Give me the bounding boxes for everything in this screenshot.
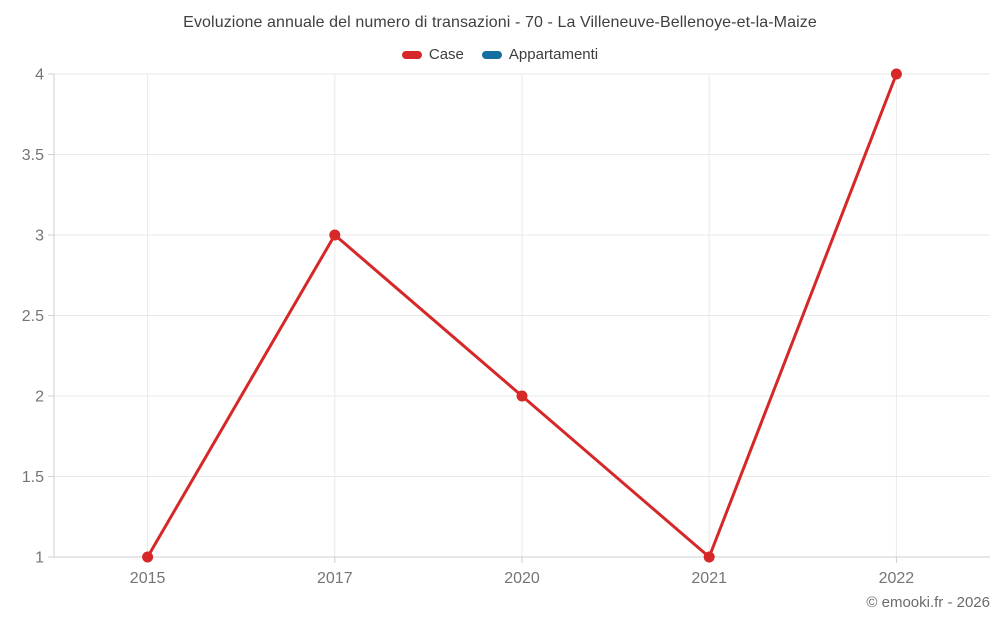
data-point-case-2015[interactable]: [142, 551, 154, 563]
x-tick-label: 2017: [317, 570, 353, 587]
data-point-case-2017[interactable]: [329, 229, 341, 241]
chart-title: Evoluzione annuale del numero di transaz…: [183, 14, 817, 31]
legend-swatch-case: [401, 50, 422, 59]
legend-item-appartamenti[interactable]: Appartamenti: [481, 46, 599, 63]
copyright-text: © emooki.fr - 2026: [866, 594, 990, 611]
data-point-case-2020[interactable]: [516, 390, 528, 402]
y-tick-label: 3.5: [22, 147, 44, 164]
y-tick-label: 4: [35, 67, 44, 84]
x-tick-label: 2015: [130, 570, 166, 587]
legend: Case Appartamenti: [0, 46, 1000, 63]
x-tick-label: 2021: [691, 570, 727, 587]
data-point-case-2021[interactable]: [703, 551, 715, 563]
y-tick-label: 1: [35, 550, 44, 567]
legend-label-case: Case: [428, 46, 464, 63]
y-tick-label: 2.5: [22, 308, 44, 325]
y-tick-label: 3: [35, 228, 44, 245]
y-tick-label: 1.5: [22, 469, 44, 486]
legend-item-case[interactable]: Case: [401, 46, 464, 63]
x-tick-label: 2020: [504, 570, 540, 587]
legend-swatch-appartamenti: [481, 50, 502, 59]
data-point-case-2022[interactable]: [890, 68, 902, 80]
x-tick-label: 2022: [879, 570, 915, 587]
y-tick-label: 2: [35, 389, 44, 406]
legend-label-appartamenti: Appartamenti: [508, 46, 599, 63]
